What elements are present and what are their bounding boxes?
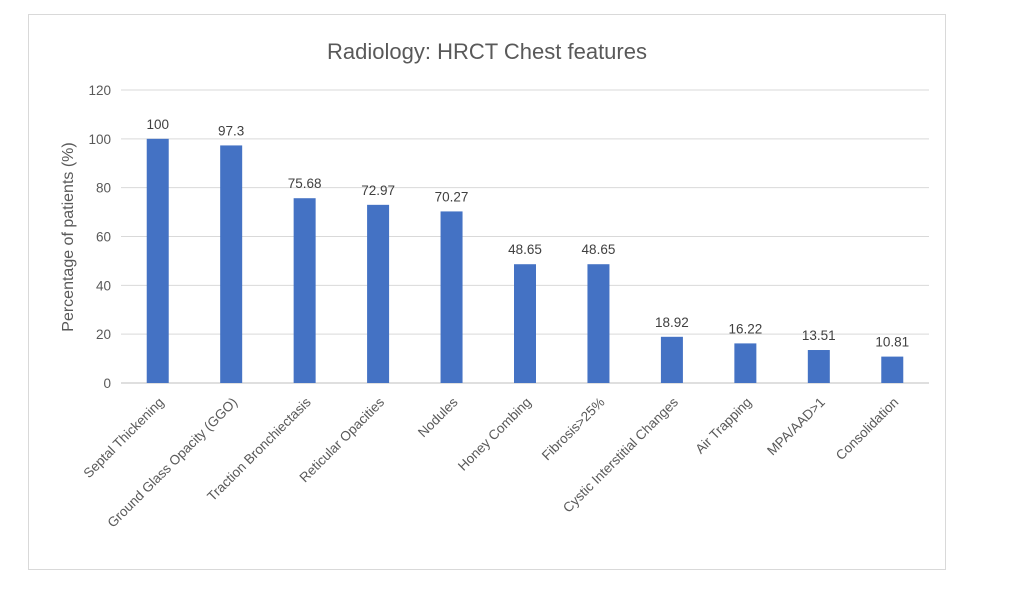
x-category-label: Honey Combing: [455, 395, 534, 474]
bar: [440, 211, 463, 383]
x-category-label: MPA/AAD>1: [764, 395, 828, 459]
x-category-label: Fibrosis>25%: [539, 395, 608, 464]
x-category-label: Septal Thickening: [81, 395, 167, 481]
chart-frame: Radiology: HRCT Chest features Percentag…: [28, 14, 946, 570]
y-axis-ticks: 0 20 40 60 80 100 120: [88, 83, 111, 391]
bar: [514, 264, 536, 383]
bar-value-label: 72.97: [361, 183, 395, 198]
y-tick-label: 0: [103, 376, 111, 391]
chart-title: Radiology: HRCT Chest features: [327, 39, 647, 64]
y-tick-label: 80: [96, 181, 111, 196]
x-category-label: Air Trapping: [692, 395, 754, 457]
bar-value-label: 48.65: [508, 242, 542, 257]
bar-value-label: 13.51: [802, 328, 836, 343]
bar-value-label: 10.81: [875, 335, 909, 350]
y-tick-label: 60: [96, 230, 111, 245]
bar-value-label: 48.65: [582, 242, 616, 257]
bar: [734, 343, 757, 383]
bar: [293, 198, 316, 383]
bar: [146, 138, 169, 383]
bars: [146, 138, 904, 383]
bar-value-label: 16.22: [728, 321, 762, 336]
bar-value-label: 18.92: [655, 315, 689, 330]
y-axis-title: Percentage of patients (%): [60, 142, 77, 331]
bar: [807, 350, 830, 383]
bar-value-label: 75.68: [288, 176, 322, 191]
bar: [220, 145, 243, 383]
bar: [881, 356, 904, 383]
x-category-label: Consolidation: [833, 395, 901, 463]
y-tick-label: 120: [88, 83, 111, 98]
bar-value-label: 100: [146, 117, 169, 132]
bar: [587, 264, 610, 383]
y-tick-label: 40: [96, 278, 111, 293]
bar: [367, 204, 390, 383]
bar-chart: Radiology: HRCT Chest features Percentag…: [60, 39, 929, 530]
x-category-label: Ground Glass Opacity (GGO): [104, 395, 240, 531]
x-category-label: Nodules: [415, 394, 461, 440]
bar-value-label: 70.27: [435, 189, 469, 204]
bar-value-label: 97.3: [218, 123, 244, 138]
data-labels: 100 97.3 75.68 72.97 70.27 48.65 48.65 18.92 16.…: [146, 117, 909, 350]
y-tick-label: 20: [96, 327, 111, 342]
y-tick-label: 100: [88, 132, 111, 147]
bar: [660, 336, 683, 383]
